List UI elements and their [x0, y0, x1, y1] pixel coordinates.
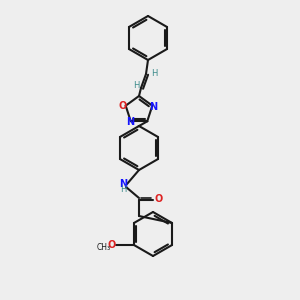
Text: H: H: [120, 184, 126, 194]
Text: H: H: [133, 80, 139, 89]
Text: O: O: [155, 194, 163, 204]
Text: CH₃: CH₃: [97, 242, 111, 251]
Text: O: O: [108, 240, 116, 250]
Text: O: O: [118, 101, 127, 111]
Text: N: N: [119, 179, 127, 189]
Text: N: N: [126, 117, 134, 127]
Text: H: H: [151, 68, 158, 77]
Text: N: N: [149, 102, 158, 112]
